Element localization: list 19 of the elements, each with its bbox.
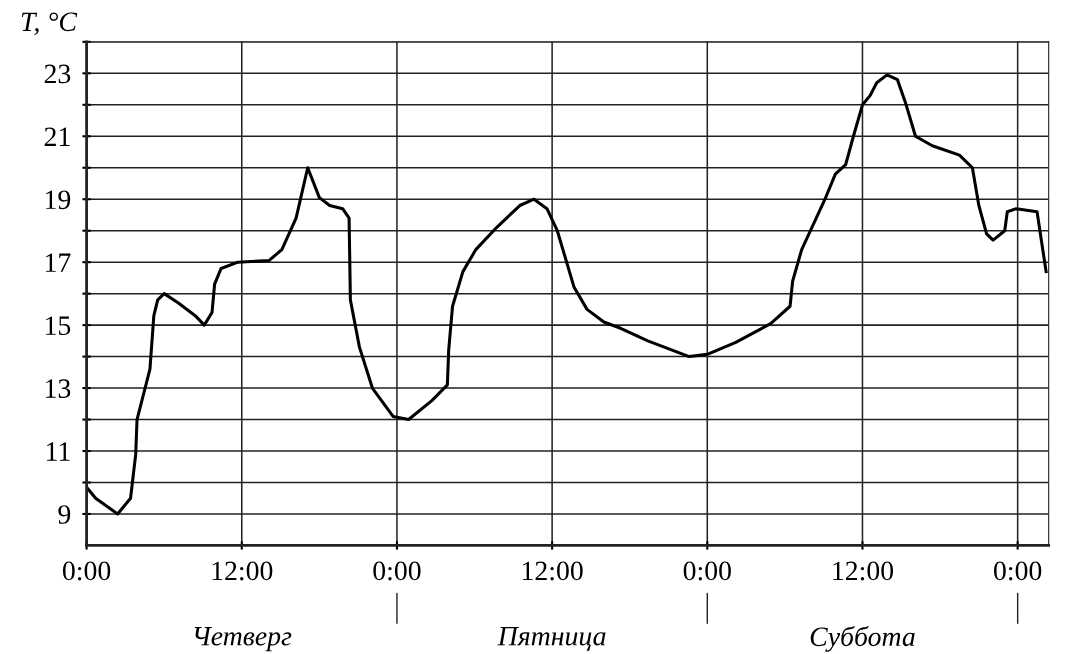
- x-tick-label: 0:00: [373, 561, 421, 581]
- text: Пятница: [497, 627, 606, 651]
- y-tick-label: 19: [45, 190, 71, 210]
- y-tick-label: 11: [47, 442, 70, 461]
- y-tick-label: 21: [44, 127, 70, 146]
- y-tick-label: 17: [45, 253, 71, 272]
- x-tick-label: 12:00: [212, 561, 273, 581]
- y-tick-label: 15: [45, 316, 71, 336]
- x-tick-label: 0:00: [683, 561, 731, 581]
- x-tick-label: 12:00: [522, 561, 583, 581]
- x-tick-label: 0:00: [994, 561, 1042, 581]
- y-axis-title: T, °C: [21, 12, 78, 36]
- text: Суббота: [810, 625, 915, 652]
- text: Четверг: [194, 627, 292, 652]
- x-tick-label: 12:00: [833, 561, 894, 581]
- y-tick-label: 13: [45, 379, 71, 398]
- y-tick-label: 23: [44, 64, 71, 84]
- y-tick-label: 9: [58, 505, 71, 524]
- x-tick-label: 0:00: [62, 561, 111, 581]
